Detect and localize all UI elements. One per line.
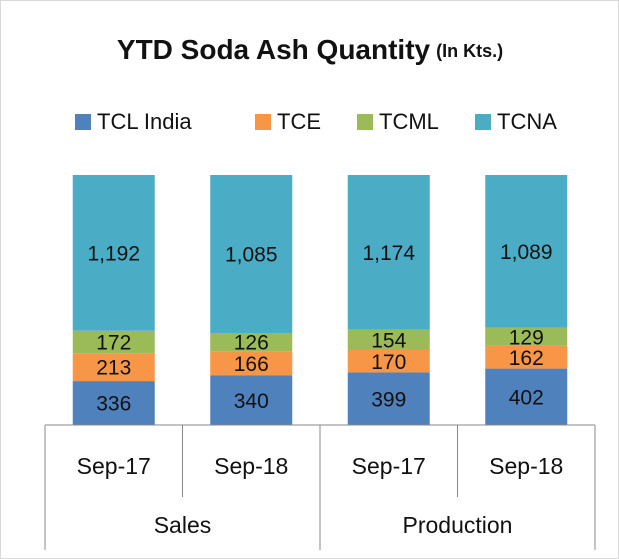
bar-segment	[72, 175, 155, 331]
data-label: 336	[96, 393, 131, 416]
x-tick-label: Sep-18	[214, 453, 288, 479]
data-label: 162	[509, 347, 544, 370]
chart-subtitle: (In Kts.)	[436, 41, 503, 61]
bar-segment	[347, 329, 430, 351]
legend-label: TCNA	[497, 109, 557, 134]
legend-label: TCL India	[97, 109, 192, 134]
bar-segment	[210, 351, 293, 376]
bar-segment	[210, 175, 293, 333]
data-label: 1,174	[362, 242, 415, 265]
bar-segment	[210, 332, 293, 352]
data-label: 154	[371, 329, 406, 352]
data-label: 170	[371, 351, 406, 374]
bar-segment	[72, 330, 155, 354]
bar-segment	[485, 345, 568, 369]
legend-label: TCE	[277, 109, 321, 134]
legend-swatch	[75, 114, 91, 130]
data-label: 1,085	[225, 244, 278, 267]
data-label: 1,192	[87, 242, 140, 265]
data-label: 399	[371, 388, 406, 411]
chart-title: YTD Soda Ash Quantity	[117, 34, 431, 65]
bar-segment	[485, 368, 568, 425]
data-label: 1,089	[500, 241, 553, 264]
x-tick-label: Sep-17	[77, 453, 151, 479]
bar-segment	[485, 175, 568, 328]
legend-swatch	[255, 114, 271, 130]
group-label: Sales	[154, 512, 212, 538]
legend-label: TCML	[379, 109, 439, 134]
data-label: 129	[509, 326, 544, 349]
legend-swatch	[475, 114, 491, 130]
x-tick-label: Sep-18	[489, 453, 563, 479]
group-label: Production	[403, 512, 513, 538]
x-tick-label: Sep-17	[352, 453, 426, 479]
chart-title-wrap: YTD Soda Ash Quantity (In Kts.)	[117, 34, 503, 65]
bar-segment	[347, 350, 430, 373]
data-label: 402	[509, 386, 544, 409]
legend-swatch	[357, 114, 373, 130]
bar-segment	[72, 381, 155, 425]
bar-segment	[347, 372, 430, 425]
data-label: 166	[234, 353, 269, 376]
bar-segment	[72, 353, 155, 382]
data-label: 213	[96, 357, 131, 380]
data-label: 340	[234, 390, 269, 413]
data-label: 172	[96, 332, 131, 355]
bar-segment	[485, 327, 568, 346]
data-label: 126	[234, 332, 269, 355]
bar-segment	[347, 175, 430, 330]
bar-segment	[210, 375, 293, 425]
